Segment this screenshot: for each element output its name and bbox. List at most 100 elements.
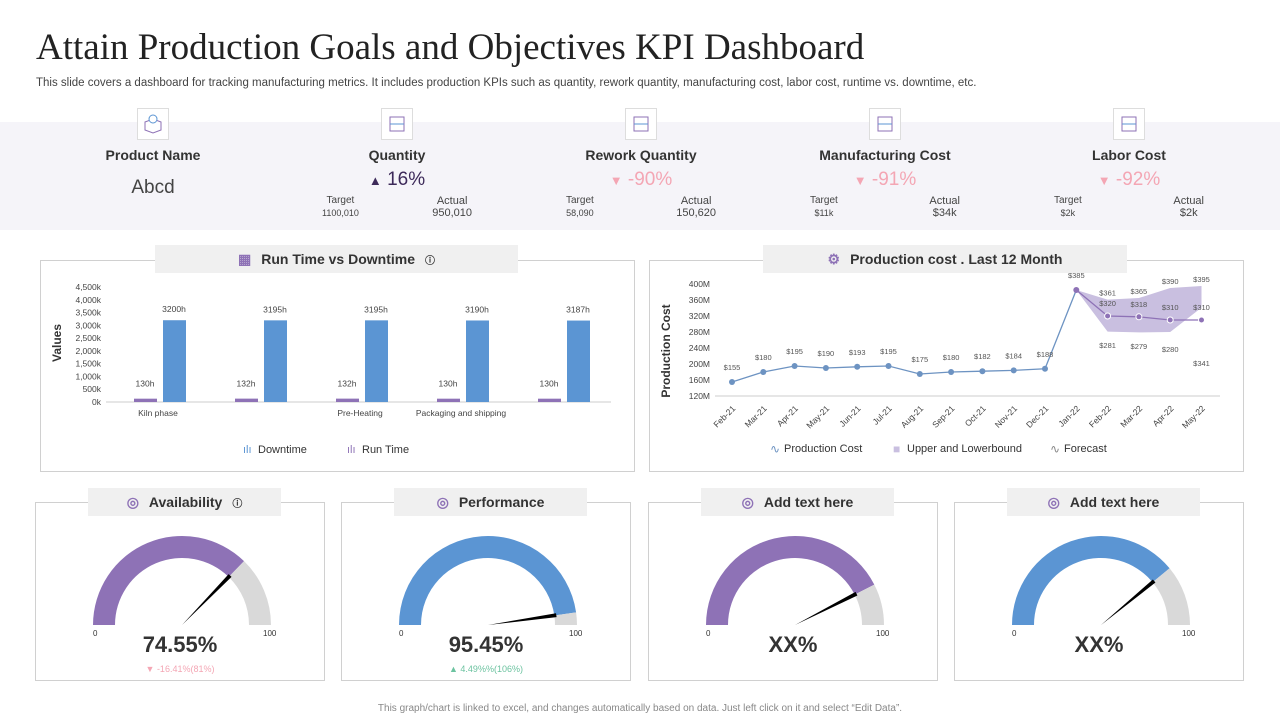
legend-icon-run-time: ılı <box>347 444 356 456</box>
data-label: $385 <box>1068 271 1085 280</box>
bar-run-time <box>235 398 258 402</box>
y-tick-label: 400M <box>689 279 710 289</box>
kpi-percent: ▲ 16% <box>277 169 517 191</box>
kpi-label: Labor Cost <box>1092 147 1166 163</box>
legend-downtime: Downtime <box>258 444 307 456</box>
gauge-min: 0 <box>706 629 711 638</box>
kpi-product-name: Product Name Abcd <box>33 108 273 199</box>
production-cost-title: ⚙ Production cost . Last 12 Month <box>763 245 1127 273</box>
gauge-value: 74.55% <box>142 632 218 657</box>
gauge-value: 95.45% <box>448 632 524 657</box>
data-label: $184 <box>1005 351 1022 360</box>
kpi-rework-quantity: Rework Quantity ▼ -90% Target 58,090 Actu… <box>521 108 761 219</box>
bar-run-time <box>437 398 460 402</box>
y-tick-label: 160M <box>689 375 710 385</box>
kpi-actual: Actual $2k <box>1173 195 1204 219</box>
production-cost-point <box>1073 287 1080 293</box>
clock-icon: ◎ <box>126 493 139 510</box>
y-tick-label: 1,000k <box>75 371 101 381</box>
x-tick-label: May-21 <box>804 403 831 430</box>
info-icon[interactable]: ⓘ <box>232 498 243 510</box>
gauge-remainder <box>554 612 577 625</box>
gauge-max: 100 <box>569 629 583 638</box>
kpi-percent: ▼ -90% <box>521 169 761 191</box>
runtime-downtime-title: ▦ Run Time vs Downtime ⓘ <box>155 245 518 273</box>
gauge <box>1012 536 1190 625</box>
kpi-actual: Actual 950,010 <box>432 195 472 219</box>
chart-title: Production cost . Last 12 Month <box>850 251 1063 267</box>
y-tick-label: 320M <box>689 311 710 321</box>
y-tick-label: 4,000k <box>75 295 101 305</box>
kpi-percent-value: 16% <box>387 169 426 190</box>
gauge <box>399 535 577 625</box>
y-tick-label: 4,500k <box>75 282 101 292</box>
legend-forecast-icon: ∿ <box>1050 442 1060 456</box>
kpi-label: Quantity <box>368 147 426 163</box>
y-tick-label: 0k <box>92 397 102 407</box>
gauge-title: Add text here <box>763 494 854 510</box>
data-label: $155 <box>724 363 741 372</box>
target-label: Target <box>810 195 838 206</box>
data-label: $188 <box>1037 350 1054 359</box>
legend-icon-downtime: ılı <box>243 444 252 456</box>
gauge-title: Availability <box>148 494 223 510</box>
runtime-downtime-panel: 0k 500k 1,000k 1,500k 2,000k 2,500k 3,000k 3,50… <box>40 260 635 472</box>
target-icon: ◎ <box>741 493 754 510</box>
bar-chart: 0k 500k 1,000k 1,500k 2,000k 2,500k 3,000k 3,50… <box>50 282 611 456</box>
production-cost-point <box>1042 365 1048 372</box>
bar-run-time <box>134 398 157 402</box>
y-tick-label: 360M <box>689 295 710 305</box>
y-tick-label: 280M <box>689 327 710 337</box>
y-tick-label: 500k <box>83 384 102 394</box>
x-tick-label: May-22 <box>1180 403 1207 430</box>
target-label: Target <box>326 195 355 206</box>
upper-label: $361 <box>1099 289 1116 298</box>
legend-production-cost: Production Cost <box>784 443 862 455</box>
kpi-target: Target 1100,010 <box>322 195 359 219</box>
production-cost-point <box>822 365 829 371</box>
forecast-point <box>1135 313 1143 321</box>
line-chart: 120M 160M 200M 240M 280M 320M 360M 400M Producti… <box>659 271 1220 456</box>
bar-label: 130h <box>136 379 155 389</box>
data-label: $193 <box>849 348 866 357</box>
bar-label: 130h <box>439 379 458 389</box>
y-tick-label: 240M <box>689 343 710 353</box>
people-coin-icon <box>1113 108 1145 140</box>
data-label: $310 <box>1162 303 1179 312</box>
bar-downtime <box>567 320 590 402</box>
conveyor-icon: ⚙ <box>827 250 841 267</box>
box-check-icon <box>137 108 169 140</box>
kpi-band <box>0 122 1280 230</box>
legend-run-time: Run Time <box>362 444 409 456</box>
data-label: $320 <box>1099 299 1116 308</box>
gauge-delta: ▼ -16.41%(81%) <box>145 664 215 674</box>
info-icon[interactable]: ⓘ <box>425 255 435 267</box>
kpi-label: Manufacturing Cost <box>819 147 951 163</box>
legend-production-cost-icon: ∿ <box>770 442 780 456</box>
boxes-gear-icon <box>625 108 657 140</box>
target-value: 1100,010 <box>322 208 359 218</box>
gauge-title: Performance <box>458 494 545 510</box>
gauge-panel: 0 100 95.45% ▲ 4.49%%(106%) <box>341 502 631 681</box>
y-tick-label: 1,500k <box>75 359 101 369</box>
kpi-actual: Actual $34k <box>929 195 960 219</box>
x-tick-label: Feb-22 <box>1087 403 1113 429</box>
gauge-fill <box>706 536 875 625</box>
boxes-icon <box>381 108 413 140</box>
lower-label: $341 <box>1193 359 1210 368</box>
production-cost-line <box>731 289 1077 383</box>
kpi-percent-value: -92% <box>1115 169 1161 190</box>
x-tick-label: Mar-21 <box>743 403 769 429</box>
page-title: Attain Production Goals and Objectives K… <box>36 27 865 68</box>
lower-label: $281 <box>1099 341 1116 350</box>
upper-label: $365 <box>1131 287 1148 296</box>
page-subtitle: This slide covers a dashboard for tracki… <box>36 77 977 89</box>
data-label: $195 <box>786 347 803 356</box>
x-tick-label: Dec-21 <box>1024 403 1051 430</box>
kpi-target: Target 58,090 <box>566 195 594 219</box>
arrow-down-icon: ▼ <box>853 173 867 188</box>
actual-label: Actual <box>929 195 960 207</box>
performance-chart-icon: ◎ <box>436 493 449 510</box>
gauge-min: 0 <box>93 629 98 638</box>
x-tick-label: Jan-22 <box>1056 403 1082 429</box>
